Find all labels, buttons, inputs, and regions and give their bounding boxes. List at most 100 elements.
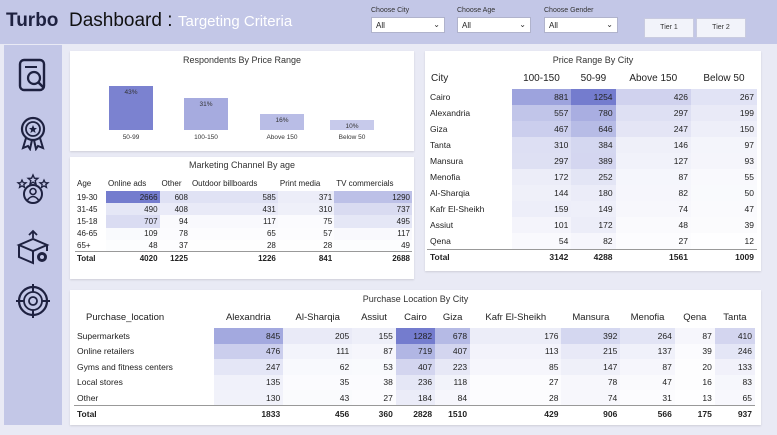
table-cell: 199 (690, 105, 757, 121)
row-label: Mansura (430, 156, 464, 166)
tier-2-button[interactable]: Tier 2 (696, 18, 746, 38)
table-cell: 407 (435, 343, 471, 359)
table-cell: 467 (511, 121, 572, 137)
total-cell: 566 (620, 405, 675, 421)
table-cell: 27 (352, 390, 396, 406)
table-cell: 557 (511, 105, 572, 121)
column-header[interactable]: Al-Sharqia (295, 311, 340, 323)
table-cell: 585 (189, 191, 278, 204)
table-cell: 82 (571, 233, 616, 249)
age-filter-value: All (462, 21, 471, 30)
column-header[interactable]: Tanta (723, 311, 747, 323)
column-header[interactable]: Assiut (361, 311, 387, 323)
table-row[interactable]: Cairo 881 1254 426 267 (427, 89, 757, 105)
bar-data-label: 43% (124, 89, 138, 96)
column-header[interactable]: Qena (683, 311, 707, 323)
table-cell: 109 (106, 227, 160, 240)
table-cell: 384 (571, 137, 616, 153)
table-row[interactable]: Online retailers 476 111 87 719 407 113 215 137 3… (74, 343, 755, 359)
table-cell: 28 (189, 239, 278, 252)
column-header[interactable]: Giza (442, 311, 463, 323)
column-header[interactable]: 50-99 (580, 72, 607, 84)
row-label: 31-45 (77, 204, 98, 214)
table-cell: 39 (674, 343, 715, 359)
table-cell: 476 (213, 343, 284, 359)
table-row[interactable]: Alexandria 557 780 297 199 (427, 105, 757, 121)
table-cell: 65 (189, 227, 278, 240)
table-row[interactable]: Assiut 101 172 48 39 (427, 217, 757, 233)
table-cell: 371 (277, 191, 335, 204)
table-row[interactable]: Giza 467 646 247 150 (427, 121, 757, 137)
rating-person-icon[interactable] (15, 173, 51, 209)
table-cell: 719 (395, 343, 436, 359)
total-cell: 429 (470, 405, 562, 421)
table-cell: 54 (511, 233, 572, 249)
table-cell: 780 (571, 105, 616, 121)
table-cell: 57 (277, 227, 335, 240)
row-label: Tanta (430, 140, 451, 150)
row-label: Other (77, 392, 99, 403)
column-header[interactable]: Menofia (630, 311, 665, 323)
gender-filter-dropdown[interactable]: All ⌄ (544, 17, 618, 33)
table-row[interactable]: 46-65 109 78 65 57 117 (75, 227, 412, 240)
column-header[interactable]: Outdoor billboards (191, 178, 258, 188)
sidebar (4, 45, 62, 425)
column-header[interactable]: Mansura (572, 311, 610, 323)
table-cell: 48 (106, 239, 160, 252)
marketing-channel-panel: Marketing Channel By age Age Online ads … (70, 157, 414, 279)
column-header[interactable]: Above 150 (629, 72, 678, 84)
table-row[interactable]: Mansura 297 389 127 93 (427, 153, 757, 169)
column-header[interactable]: Alexandria (225, 311, 271, 323)
tier-1-button[interactable]: Tier 1 (644, 18, 694, 38)
bar-100-150[interactable] (184, 98, 228, 130)
purchase-location-title: Purchase Location By City (362, 294, 469, 304)
column-header[interactable]: Below 50 (703, 72, 745, 84)
table-row[interactable]: Qena 54 82 27 12 (427, 233, 757, 249)
search-document-icon[interactable] (15, 57, 51, 93)
column-header[interactable]: Purchase_location (86, 311, 165, 323)
city-filter-dropdown[interactable]: All ⌄ (371, 17, 445, 33)
settings-box-icon[interactable] (15, 229, 51, 265)
column-header[interactable]: TV commercials (336, 178, 394, 188)
table-row[interactable]: Tanta 310 384 146 97 (427, 137, 757, 153)
chevron-down-icon: ⌄ (433, 20, 440, 29)
table-row[interactable]: Supermarkets 845 205 155 1282 678 176 392 264 87 4… (74, 328, 755, 344)
table-row[interactable]: 15-18 707 94 117 75 495 (75, 215, 412, 228)
table-cell: 65 (714, 390, 755, 406)
column-header[interactable]: 100-150 (523, 72, 560, 84)
age-filter-dropdown[interactable]: All ⌄ (457, 17, 531, 33)
total-cell: 1009 (690, 248, 757, 265)
table-row[interactable]: Menofia 172 252 87 55 (427, 169, 757, 185)
table-cell: 27 (470, 374, 562, 390)
column-header[interactable]: Cairo (404, 311, 427, 323)
column-header[interactable]: Other (161, 178, 182, 188)
table-row[interactable]: Gyms and fitness centers 247 62 53 407 223 85 1… (74, 359, 755, 375)
column-header[interactable]: Age (77, 178, 92, 188)
total-cell: 360 (352, 405, 396, 421)
column-header[interactable]: City (431, 72, 449, 84)
target-icon[interactable] (15, 283, 51, 319)
table-row[interactable]: Local stores 135 35 38 236 118 27 78 47 16 83 (74, 374, 755, 390)
total-cell: 4020 (106, 251, 160, 265)
bar-below-50[interactable] (330, 119, 374, 130)
price-range-city-title: Price Range By City (552, 55, 634, 65)
column-header[interactable]: Online ads (108, 178, 147, 188)
table-cell: 38 (352, 374, 396, 390)
column-header[interactable]: Print media (279, 178, 321, 188)
table-cell: 608 (159, 191, 190, 204)
table-cell: 172 (571, 217, 616, 233)
bar-above-150[interactable] (260, 113, 304, 130)
table-row[interactable]: Al-Sharqia 144 180 82 50 (427, 185, 757, 201)
table-cell: 137 (620, 343, 675, 359)
table-row[interactable]: Other 130 43 27 184 84 28 74 31 13 65 (74, 390, 755, 406)
column-header[interactable]: Kafr El-Sheikh (485, 311, 547, 323)
table-row[interactable]: 65+ 48 37 28 28 49 (75, 239, 412, 252)
table-row[interactable]: 19-30 2666 608 585 371 1290 (75, 191, 412, 204)
chevron-down-icon: ⌄ (519, 20, 526, 29)
page-title: Dashboard : (69, 10, 173, 31)
bar-50-99[interactable] (109, 86, 153, 130)
award-ribbon-icon[interactable] (15, 115, 51, 151)
table-row[interactable]: Kafr El-Sheikh 159 149 74 47 (427, 201, 757, 217)
table-row[interactable]: 31-45 490 408 431 310 737 (75, 203, 412, 216)
table-cell: 215 (561, 343, 621, 359)
